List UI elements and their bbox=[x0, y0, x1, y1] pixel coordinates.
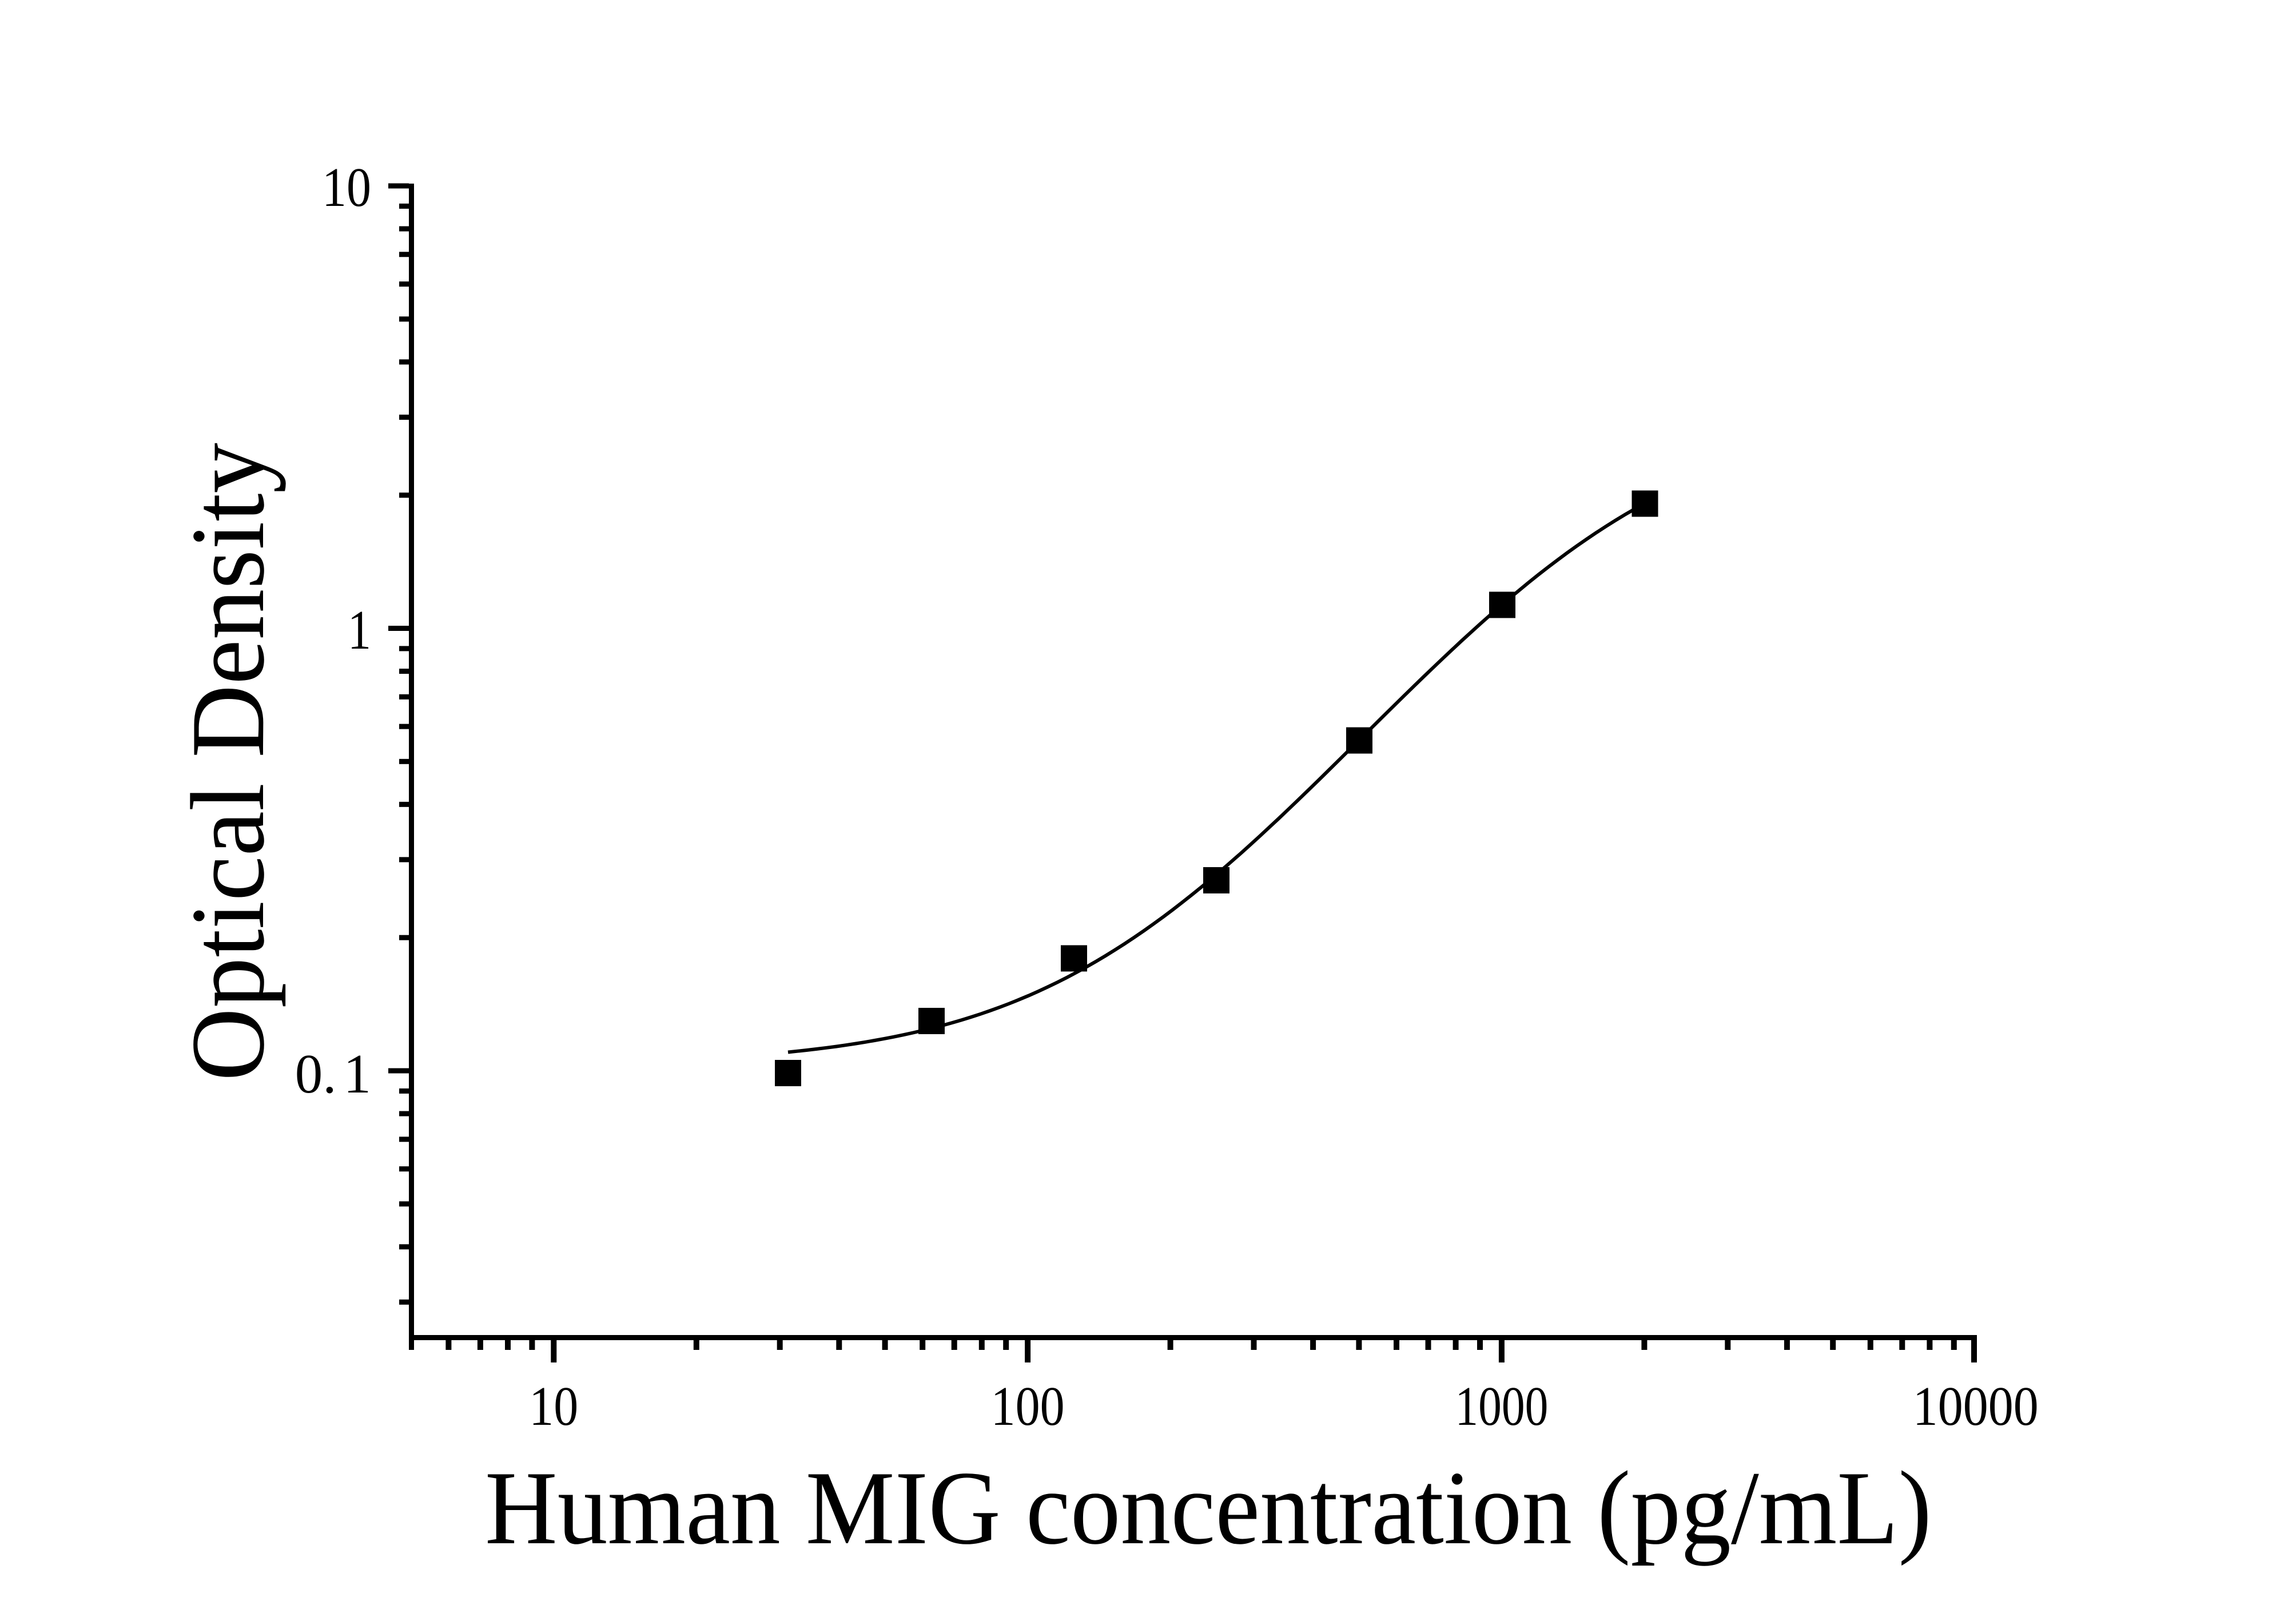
svg-text:Human MIG concentration (pg/mL: Human MIG concentration (pg/mL) bbox=[485, 1449, 1932, 1566]
svg-text:0.1: 0. 1 bbox=[295, 1043, 371, 1105]
svg-text:10000: 10000 bbox=[1913, 1376, 2039, 1437]
svg-text:1: 1 bbox=[348, 599, 371, 661]
svg-text:1000: 1000 bbox=[1455, 1376, 1548, 1437]
svg-text:10: 10 bbox=[322, 157, 371, 218]
svg-text:100: 100 bbox=[991, 1376, 1065, 1437]
svg-text:10: 10 bbox=[529, 1376, 578, 1437]
svg-text:Optical Density: Optical Density bbox=[169, 443, 286, 1081]
